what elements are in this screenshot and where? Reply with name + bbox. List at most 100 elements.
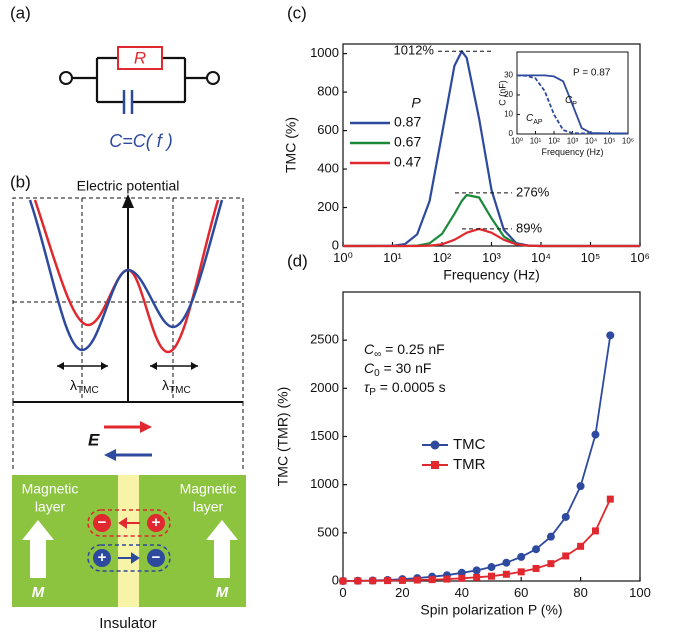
chart: 10⁰ 10¹ 10² 10³ 10⁴ 10⁵ 10⁶ 0 10 20 30 Frequency (H… bbox=[497, 51, 634, 157]
note: C0 = 30 nF bbox=[364, 360, 431, 379]
marker bbox=[354, 577, 362, 585]
arrow-head bbox=[122, 194, 134, 208]
legend-label: TMC bbox=[453, 436, 486, 453]
x-tick-label: 0 bbox=[339, 585, 346, 600]
legend-marker bbox=[431, 461, 439, 469]
marker bbox=[532, 545, 541, 554]
symbol: C bbox=[364, 341, 375, 357]
x-tick-label: 10⁰ bbox=[511, 137, 523, 146]
legend-label: 0.47 bbox=[394, 154, 421, 170]
annotation: 276% bbox=[516, 184, 550, 199]
insulator-label: Insulator bbox=[99, 615, 157, 632]
text: = 0.25 nF bbox=[381, 341, 444, 357]
potential-curve bbox=[28, 199, 224, 352]
marker bbox=[472, 566, 481, 575]
y-axis-label: C (nF) bbox=[497, 80, 507, 106]
marker bbox=[532, 564, 540, 572]
marker bbox=[398, 576, 406, 584]
resistor-label: R bbox=[134, 48, 146, 67]
y-tick-label: 400 bbox=[317, 160, 339, 175]
marker bbox=[502, 558, 511, 567]
charge-sign: − bbox=[98, 514, 107, 531]
subscript: AP bbox=[533, 119, 543, 126]
note: C∞ = 0.25 nF bbox=[364, 341, 445, 360]
annotation: 1012% bbox=[394, 43, 435, 58]
symbol: λ bbox=[70, 377, 77, 393]
dipole bbox=[87, 544, 171, 572]
layer-label: Magnetic bbox=[180, 481, 237, 497]
dipole-arrow bbox=[118, 552, 140, 564]
x-axis-label: Frequency (Hz) bbox=[541, 147, 603, 157]
arrow-head bbox=[140, 421, 152, 433]
marker bbox=[561, 512, 570, 521]
series-label: CAP bbox=[526, 113, 543, 126]
magnetization-arrow bbox=[22, 520, 238, 578]
charge bbox=[147, 549, 165, 567]
x-tick-label: 10⁶ bbox=[622, 137, 634, 146]
panel-label: (d) bbox=[287, 251, 308, 270]
dipole bbox=[87, 509, 171, 537]
x-tick-label: 10¹ bbox=[383, 250, 402, 265]
marker bbox=[369, 577, 377, 585]
legend-marker bbox=[430, 440, 440, 450]
marker bbox=[339, 577, 347, 585]
y-tick-label: 20 bbox=[504, 90, 513, 99]
capacitor bbox=[122, 90, 134, 114]
marker bbox=[384, 577, 392, 585]
marker bbox=[591, 527, 599, 535]
symbol: τ bbox=[364, 379, 370, 395]
marker bbox=[577, 542, 585, 550]
marker bbox=[606, 331, 615, 340]
x-tick-label: 10⁰ bbox=[333, 250, 353, 265]
subscript: TMC bbox=[77, 385, 99, 396]
subscript: P bbox=[572, 101, 577, 108]
x-tick-label: 80 bbox=[573, 585, 587, 600]
x-tick-label: 10⁴ bbox=[585, 137, 598, 146]
wavelength-label: λTMC bbox=[162, 377, 191, 396]
subscript: ∞ bbox=[374, 349, 381, 360]
charge bbox=[147, 514, 165, 532]
marker bbox=[413, 576, 421, 584]
x-axis-label: Spin polarization P (%) bbox=[420, 602, 562, 618]
capacitor-label: C=C( f ) bbox=[109, 131, 173, 151]
wire bbox=[72, 56, 207, 104]
text: = 30 nF bbox=[380, 360, 432, 376]
marker bbox=[458, 574, 466, 582]
y-axis-label: TMC (TMR) (%) bbox=[275, 387, 291, 487]
x-tick-label: 20 bbox=[395, 585, 409, 600]
x-tick-label: 10² bbox=[433, 250, 452, 265]
marker bbox=[428, 576, 436, 584]
marker bbox=[517, 568, 525, 576]
subscript: P bbox=[369, 387, 376, 398]
x-tick-label: 60 bbox=[514, 585, 528, 600]
marker bbox=[576, 482, 585, 491]
y-tick-label: 0 bbox=[332, 572, 339, 587]
x-tick-label: 10¹ bbox=[530, 137, 542, 146]
layer-label: layer bbox=[193, 499, 224, 515]
charge bbox=[93, 514, 111, 532]
dipole-arrow bbox=[118, 517, 140, 529]
x-tick-label: 10³ bbox=[567, 137, 579, 146]
y-tick-label: 1500 bbox=[310, 428, 339, 443]
x-axis-label: Frequency (Hz) bbox=[443, 267, 539, 283]
marker bbox=[502, 570, 510, 578]
field-label: E bbox=[88, 430, 100, 449]
charge-sign: + bbox=[98, 549, 107, 566]
annotation: P = 0.87 bbox=[573, 68, 611, 79]
y-tick-label: 800 bbox=[317, 84, 339, 99]
x-tick-label: 10³ bbox=[482, 250, 501, 265]
panel-label: (c) bbox=[287, 3, 307, 22]
y-tick-label: 1000 bbox=[310, 476, 339, 491]
marker bbox=[488, 572, 495, 580]
note: τP = 0.0005 s bbox=[364, 379, 446, 398]
charge bbox=[93, 549, 111, 567]
charge-sign: − bbox=[152, 549, 161, 566]
plot-frame bbox=[516, 51, 629, 135]
legend-label: 0.87 bbox=[394, 114, 421, 130]
symbol: C bbox=[526, 113, 534, 124]
annotation: 89% bbox=[516, 220, 542, 235]
arrow-head bbox=[104, 449, 116, 461]
series-label: CP bbox=[565, 95, 577, 108]
marker bbox=[487, 563, 496, 572]
